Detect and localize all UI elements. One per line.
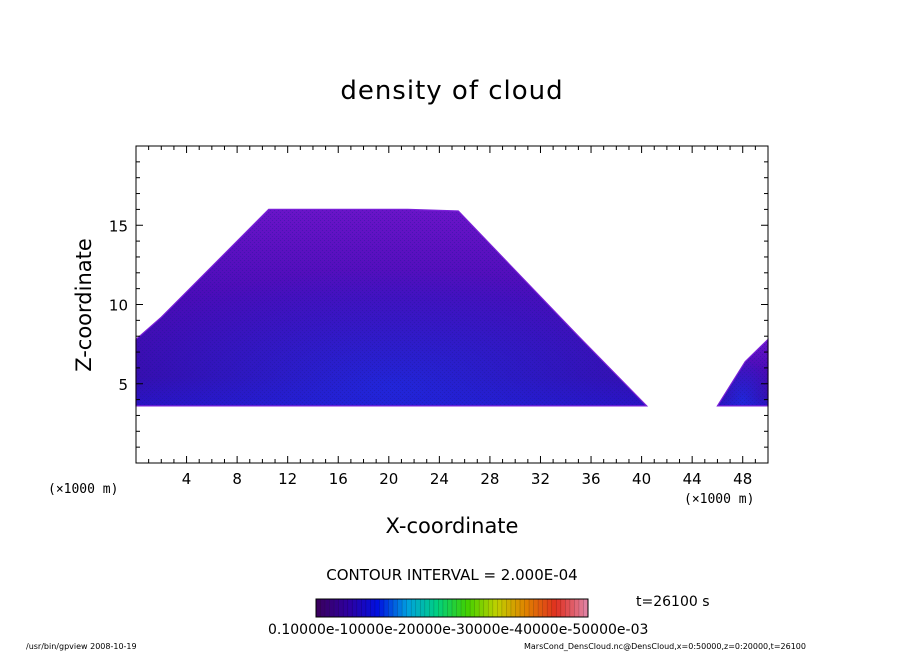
colorbar-cell [397,599,403,617]
x-tick-label: 44 [683,470,702,488]
colorbar-cell [402,599,407,617]
colorbar-cell [374,599,380,617]
colorbar-cell [569,599,575,617]
x-tick-label: 8 [232,470,242,488]
colorbar-cell [343,599,349,617]
colorbar-cell [547,599,553,617]
colorbar-cell [488,599,494,617]
colorbar-cell [438,599,444,617]
colorbar-cell [370,599,376,617]
colorbar-cell [492,599,498,617]
colorbar-cell [393,599,398,617]
colorbar-cell [565,599,571,617]
colorbar-cell [429,599,435,617]
colorbar-cell [384,599,389,617]
colorbar-cell [542,599,548,617]
colorbar-cell [524,599,530,617]
colorbar-cell [479,599,485,617]
colorbar-cell [529,599,534,617]
x-unit-label-left: (×1000 m) [48,482,119,497]
x-tick-label: 16 [329,470,348,488]
colorbar-cell [456,599,462,617]
x-tick-label: 4 [182,470,192,488]
colorbar-cell [560,599,566,617]
colorbar-cell [316,599,321,617]
time-label: t=26100 s [636,594,710,610]
colorbar-cell [470,599,475,617]
colorbar-cell [501,599,507,617]
colorbar-cell [497,599,503,617]
colorbar-cell [406,599,412,617]
colorbar-cell [411,599,417,617]
colorbar-cell [574,599,580,617]
x-tick-label: 48 [733,470,752,488]
colorbar-cell [352,599,358,617]
colorbar-cell [510,599,516,617]
x-tick-label: 32 [531,470,550,488]
x-tick-label: 40 [632,470,651,488]
cloud-edge-main [135,208,649,407]
colorbar-cell [347,599,353,617]
colorbar-cell [506,599,512,617]
colorbar-cell [474,599,480,617]
colorbar-cell [334,599,339,617]
colorbar-cell [320,599,326,617]
colorbar-cell [583,599,589,617]
colorbar-cell [388,599,394,617]
x-tick-label: 36 [581,470,600,488]
colorbar-cell [533,599,539,617]
x-tick-label: 24 [430,470,449,488]
colorbar-cell [551,599,557,617]
colorbar-cell [433,599,439,617]
colorbar-cell [461,599,466,617]
y-tick-label: 15 [109,217,128,235]
colorbar-cell [420,599,426,617]
x-unit-label-right: (×1000 m) [684,492,755,507]
colorbar-tick-labels: 0.10000e-10000e-20000e-30000e-40000e-500… [268,622,649,638]
colorbar-cell [415,599,421,617]
colorbar-cell [338,599,344,617]
colorbar-cell [556,599,562,617]
colorbar-cell [447,599,453,617]
colorbar-cell [483,599,489,617]
footer-left-text: /usr/bin/gpview 2008-10-19 [26,642,137,651]
cloud-texture-main [136,209,647,406]
colorbar-cell [538,599,543,617]
y-tick-label: 10 [109,297,128,315]
x-tick-label: 20 [379,470,398,488]
colorbar-cell [424,599,430,617]
colorbar-cell [356,599,362,617]
colorbar-cell [379,599,385,617]
colorbar-cell [520,599,525,617]
colorbar-cell [465,599,471,617]
cloud-texture-right [717,339,768,406]
colorbar-cell [452,599,457,617]
colorbar-frame [315,598,589,618]
x-tick-label: 12 [278,470,297,488]
colorbar-cell [365,599,371,617]
chart-title: density of cloud [340,76,564,106]
contour-interval-label: CONTOUR INTERVAL = 2.000E-04 [326,566,578,584]
colorbar-cell [578,599,584,617]
colorbar-cell [442,599,448,617]
x-axis-label: X-coordinate [385,514,519,538]
footer-right-text: MarsCond_DensCloud.nc@DensCloud,x=0:5000… [524,642,806,651]
colorbar-cell [361,599,367,617]
colorbar-cell [515,599,521,617]
colorbar-cell [329,599,335,617]
colorbar-cell [325,599,330,617]
y-tick-label: 5 [118,376,128,394]
x-tick-label: 28 [480,470,499,488]
